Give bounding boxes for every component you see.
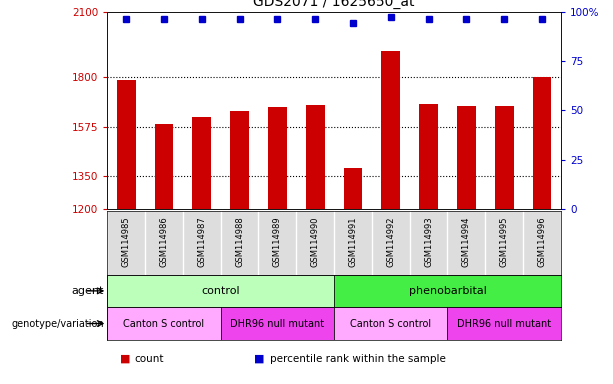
Bar [447,307,561,340]
Bar [457,106,476,209]
Bar [221,307,334,340]
Bar [107,275,334,307]
Bar [230,111,249,209]
Bar [334,307,447,340]
Text: GSM114988: GSM114988 [235,216,244,267]
Bar [495,106,514,209]
Text: phenobarbital: phenobarbital [408,286,487,296]
Bar [192,117,211,209]
Title: GDS2071 / 1625650_at: GDS2071 / 1625650_at [253,0,415,9]
Text: GSM114993: GSM114993 [424,216,433,267]
Text: GSM114992: GSM114992 [386,216,395,267]
Text: GSM114991: GSM114991 [348,216,357,267]
Bar [334,275,561,307]
Text: percentile rank within the sample: percentile rank within the sample [270,354,446,364]
Text: control: control [201,286,240,296]
Text: Canton S control: Canton S control [123,318,205,329]
Bar [154,124,173,209]
Text: GSM114987: GSM114987 [197,216,207,267]
Text: genotype/variation: genotype/variation [12,318,104,329]
Text: GSM114989: GSM114989 [273,216,282,267]
Bar [107,307,221,340]
Bar [306,105,325,209]
Text: GSM114986: GSM114986 [159,216,169,267]
Text: ■: ■ [120,354,130,364]
Text: agent: agent [72,286,104,296]
Bar [116,79,135,209]
Text: GSM114994: GSM114994 [462,216,471,267]
Bar [268,107,287,209]
Text: GSM114985: GSM114985 [121,216,131,267]
Text: count: count [135,354,164,364]
Bar [533,78,552,209]
Text: DHR96 null mutant: DHR96 null mutant [457,318,551,329]
Bar [343,167,362,209]
Text: GSM114995: GSM114995 [500,216,509,267]
Bar [419,104,438,209]
Bar [381,51,400,209]
Text: ■: ■ [254,354,265,364]
Text: DHR96 null mutant: DHR96 null mutant [230,318,324,329]
Text: GSM114990: GSM114990 [311,216,320,267]
Text: GSM114996: GSM114996 [538,216,547,267]
Text: Canton S control: Canton S control [350,318,432,329]
